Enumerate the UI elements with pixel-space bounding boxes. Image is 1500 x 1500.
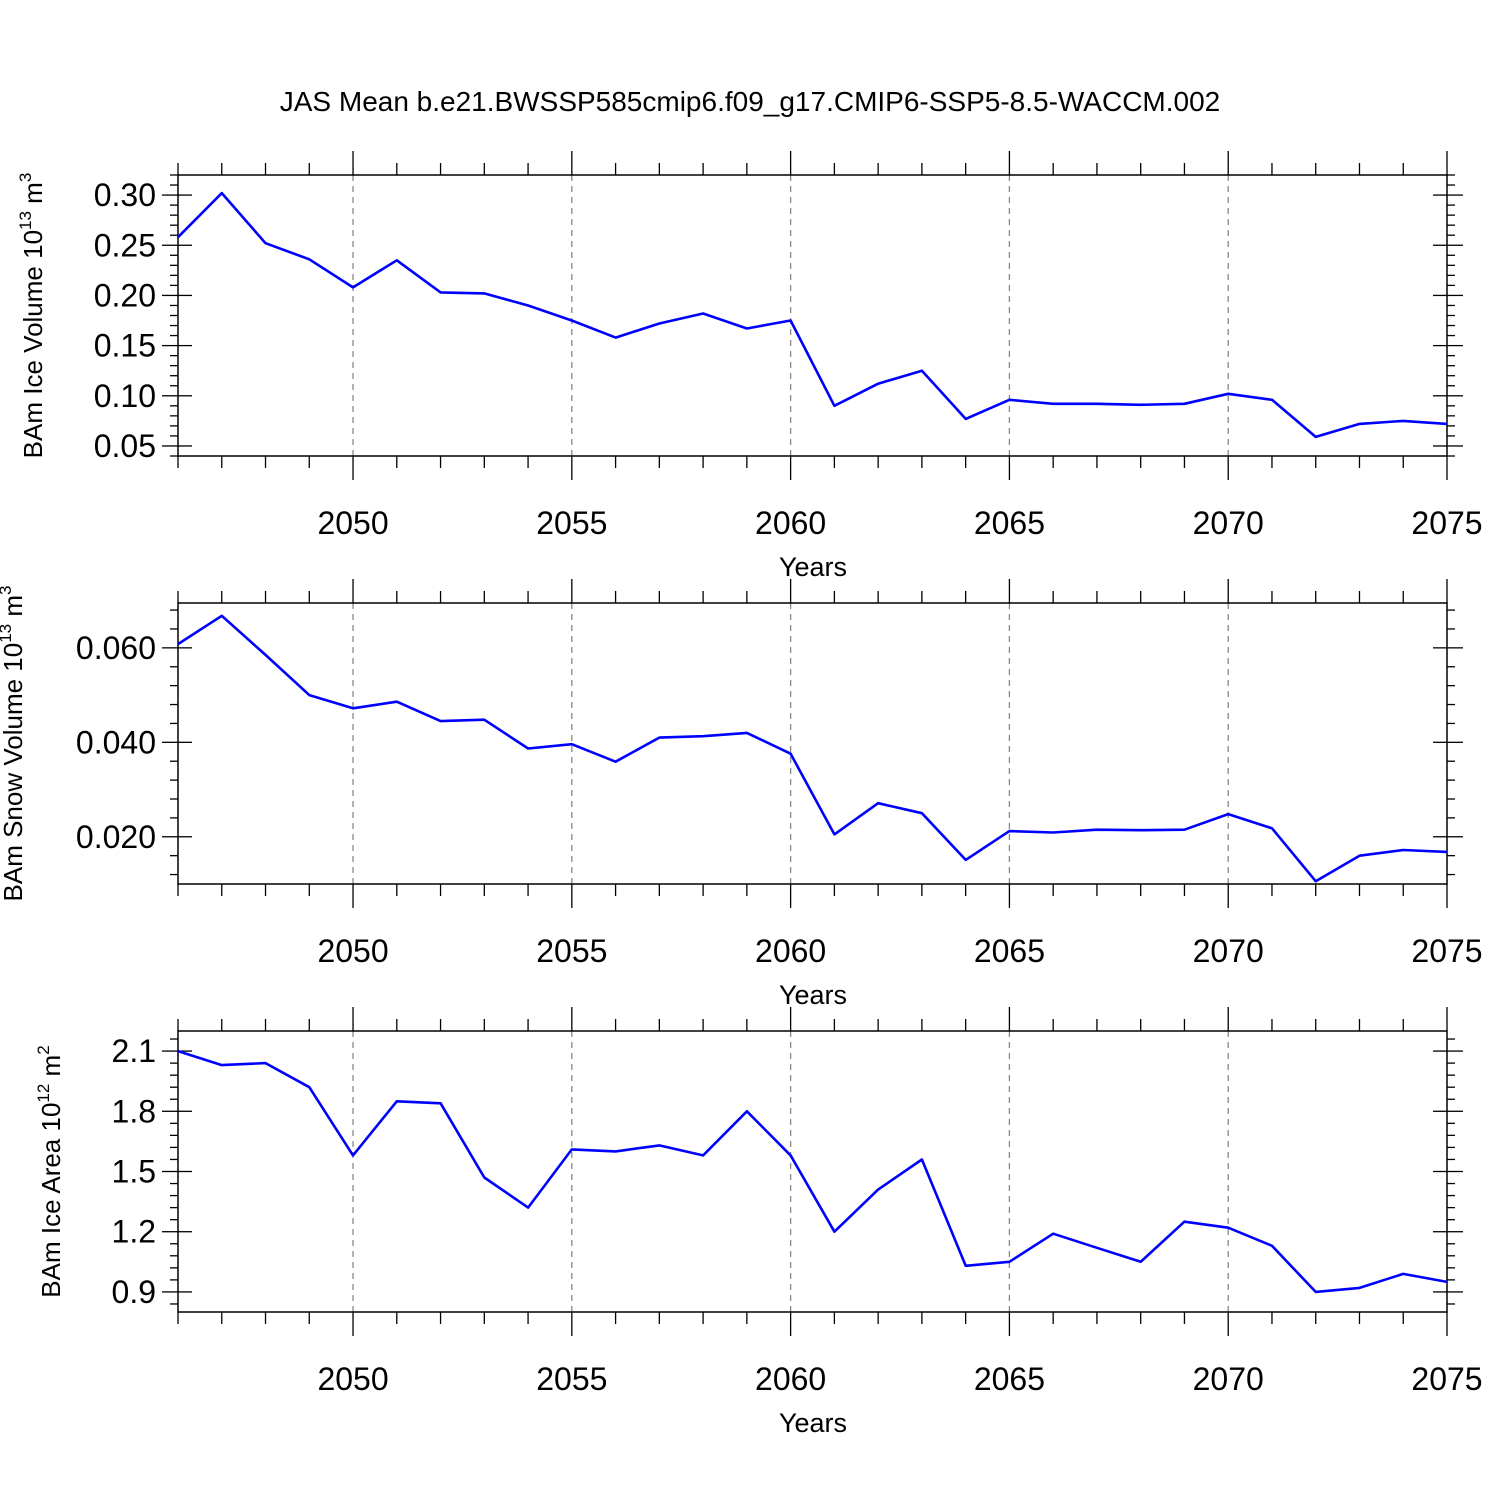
x-tick-label: 2065 — [974, 1361, 1045, 1397]
panel-3: 0.9 1.2 1.5 1.8 2.1 2050 2055 2060 2065 2070 2075 Y… — [34, 1007, 1483, 1438]
x-tick-label: 2055 — [536, 1361, 607, 1397]
y-tick-label: 0.040 — [76, 724, 156, 760]
x-tick-label: 2060 — [755, 933, 826, 969]
series-line — [177, 191, 1448, 439]
y-tick-label: 1.8 — [112, 1093, 156, 1129]
y-tick-label: 0.15 — [94, 328, 156, 364]
chart-title: JAS Mean b.e21.BWSSP585cmip6.f09_g17.CMI… — [280, 86, 1221, 117]
y-axis-title-unit: m — [18, 182, 48, 211]
x-tick-label: 2070 — [1193, 505, 1264, 541]
y-axis-title-unit-exponent: 3 — [16, 173, 35, 182]
y-tick-label: 0.060 — [76, 630, 156, 666]
x-tick-label: 2065 — [974, 933, 1045, 969]
y-tick-label: 1.2 — [112, 1214, 156, 1250]
y-tick-label: 0.05 — [94, 428, 156, 464]
y-tick-label: 2.1 — [112, 1033, 156, 1069]
plot-frame — [177, 602, 1448, 885]
tick-marks — [162, 579, 1463, 908]
x-tick-label: 2070 — [1193, 1361, 1264, 1397]
y-axis-title-unit-exponent: 3 — [0, 586, 15, 595]
plot-frame — [177, 1030, 1448, 1313]
series-line — [177, 1049, 1448, 1294]
x-tick-label: 2055 — [536, 933, 607, 969]
x-tick-label: 2065 — [974, 505, 1045, 541]
x-axis-title: Years — [779, 552, 847, 582]
x-tick-label: 2060 — [755, 1361, 826, 1397]
panel-1: 0.05 0.10 0.15 0.20 0.25 0.30 2050 2055 2060 2065… — [16, 151, 1483, 582]
y-axis-title-unit-exponent: 2 — [34, 1045, 53, 1054]
y-tick-label: 0.10 — [94, 378, 156, 414]
x-tick-label: 2070 — [1193, 933, 1264, 969]
y-axis-title-text: BAm Ice Volume 10 — [18, 230, 48, 458]
x-tick-label: 2075 — [1411, 933, 1482, 969]
x-tick-label: 2050 — [317, 1361, 388, 1397]
x-axis-title: Years — [779, 980, 847, 1010]
y-tick-label: 0.20 — [94, 277, 156, 313]
y-tick-label: 0.30 — [94, 177, 156, 213]
y-axis-title: BAm Snow Volume 1013 m3 — [0, 586, 28, 902]
y-tick-label: 0.020 — [76, 819, 156, 855]
panel-2: 0.020 0.040 0.060 2050 2055 2060 2065 2070 2075 Y… — [0, 579, 1483, 1010]
tick-marks — [162, 1007, 1463, 1336]
y-axis-title-unit: m — [36, 1055, 66, 1084]
x-tick-label: 2050 — [317, 933, 388, 969]
x-tick-label: 2055 — [536, 505, 607, 541]
x-tick-label: 2060 — [755, 505, 826, 541]
y-tick-label: 0.25 — [94, 227, 156, 263]
y-axis-title-text: BAm Ice Area 10 — [36, 1103, 66, 1298]
x-axis-title: Years — [779, 1408, 847, 1438]
y-axis-title: BAm Ice Area 1012 m2 — [34, 1045, 66, 1297]
y-tick-label: 0.9 — [112, 1274, 156, 1310]
x-tick-label: 2075 — [1411, 1361, 1482, 1397]
y-axis-title-exponent: 13 — [16, 211, 35, 230]
series-line — [177, 614, 1448, 883]
y-axis-title: BAm Ice Volume 1013 m3 — [16, 173, 48, 459]
y-axis-title-unit: m — [0, 595, 28, 624]
panels: 0.05 0.10 0.15 0.20 0.25 0.30 2050 2055 2060 2065… — [0, 151, 1483, 1438]
y-axis-title-exponent: 13 — [0, 624, 15, 643]
y-axis-title-text: BAm Snow Volume 10 — [0, 643, 28, 902]
plot-frame — [177, 174, 1448, 457]
y-axis-title-exponent: 12 — [34, 1084, 53, 1103]
tick-marks — [162, 151, 1463, 480]
y-tick-label: 1.5 — [112, 1154, 156, 1190]
x-tick-label: 2050 — [317, 505, 388, 541]
x-tick-label: 2075 — [1411, 505, 1482, 541]
